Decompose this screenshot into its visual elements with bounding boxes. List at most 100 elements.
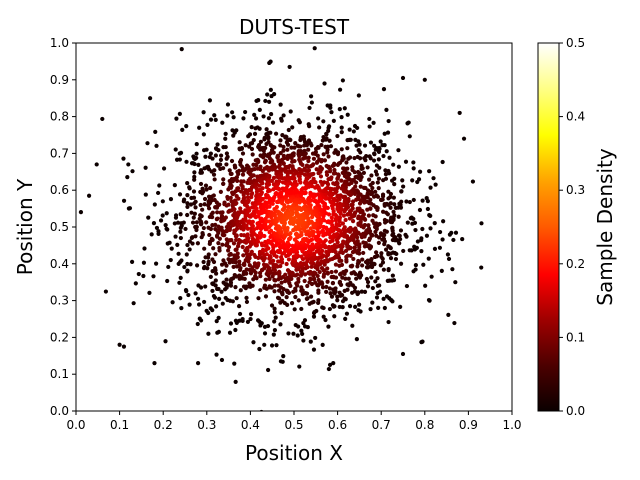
scatter-point — [154, 143, 159, 148]
scatter-point — [293, 294, 298, 300]
scatter-point — [231, 241, 237, 246]
scatter-point — [225, 102, 231, 107]
scatter-point — [179, 47, 184, 52]
scatter-point — [223, 136, 228, 141]
scatter-point — [190, 220, 196, 225]
scatter-point — [446, 312, 451, 317]
scatter-point — [339, 115, 344, 120]
scatter-point — [234, 175, 240, 180]
scatter-point — [253, 202, 259, 207]
scatter-point — [250, 223, 255, 229]
scatter-point — [316, 171, 321, 176]
scatter-point — [410, 178, 415, 183]
scatter-point — [375, 180, 380, 185]
x-tick-label: 0.5 — [284, 418, 303, 432]
scatter-point — [305, 296, 310, 301]
scatter-point — [333, 254, 339, 259]
scatter-point — [156, 190, 161, 196]
scatter-point — [206, 259, 211, 264]
scatter-point — [245, 195, 250, 200]
scatter-point — [269, 303, 275, 308]
scatter-point — [320, 182, 325, 187]
scatter-point — [229, 158, 235, 164]
scatter-point — [279, 280, 284, 285]
scatter-point — [232, 361, 237, 366]
scatter-point — [340, 221, 346, 226]
colorbar-axis: 0.0 0.1 0.2 0.3 0.4 0.5 — [559, 36, 585, 418]
colorbar-tick-label: 0.4 — [566, 110, 585, 124]
scatter-point — [182, 264, 187, 270]
scatter-point — [194, 155, 199, 161]
scatter-point — [309, 264, 314, 269]
scatter-point — [325, 279, 330, 284]
scatter-point — [392, 202, 397, 207]
scatter-point — [117, 342, 122, 347]
scatter-point — [297, 120, 302, 125]
scatter-point — [272, 310, 277, 315]
scatter-point — [380, 209, 386, 214]
scatter-point — [220, 301, 225, 306]
scatter-point — [208, 226, 214, 232]
scatter-point — [295, 214, 301, 219]
scatter-point — [266, 367, 271, 373]
scatter-point — [152, 202, 157, 207]
scatter-point — [220, 120, 225, 125]
scatter-point — [335, 133, 340, 139]
scatter-point — [354, 276, 359, 281]
scatter-point — [333, 286, 338, 291]
scatter-point — [326, 128, 331, 133]
scatter-point — [250, 219, 255, 224]
scatter-point — [178, 229, 183, 234]
scatter-point — [224, 156, 229, 161]
scatter-point — [143, 165, 148, 170]
scatter-point — [166, 264, 171, 270]
scatter-point — [253, 274, 258, 279]
scatter-point — [121, 344, 127, 349]
scatter-point — [333, 269, 339, 274]
scatter-point — [279, 311, 284, 316]
scatter-point — [224, 151, 229, 156]
scatter-point — [361, 185, 367, 190]
scatter-point — [197, 316, 202, 321]
scatter-point — [321, 119, 326, 124]
scatter-point — [284, 294, 289, 300]
scatter-point — [274, 204, 279, 210]
scatter-point — [250, 283, 255, 288]
scatter-point — [214, 352, 219, 357]
scatter-point — [289, 170, 294, 175]
scatter-point — [382, 217, 387, 223]
scatter-point — [185, 268, 190, 273]
scatter-point — [267, 204, 272, 209]
scatter-point — [328, 235, 333, 240]
scatter-point — [407, 248, 412, 253]
scatter-point — [278, 102, 283, 107]
scatter-point — [262, 283, 268, 288]
scatter-point — [178, 296, 183, 301]
scatter-point — [386, 189, 391, 194]
scatter-point — [222, 232, 227, 238]
scatter-point — [325, 150, 330, 155]
scatter-point — [286, 165, 291, 170]
scatter-point — [321, 253, 326, 258]
scatter-point — [344, 311, 350, 316]
scatter-point — [223, 215, 228, 220]
scatter-point — [241, 179, 246, 184]
scatter-point — [176, 251, 181, 256]
scatter-point — [350, 219, 356, 224]
scatter-point — [400, 178, 405, 183]
scatter-point — [291, 216, 296, 222]
scatter-point — [350, 199, 356, 204]
scatter-point — [379, 254, 384, 259]
colorbar-label: Sample Density — [593, 148, 617, 306]
scatter-point — [210, 214, 215, 220]
scatter-point — [208, 274, 213, 279]
scatter-point — [386, 319, 391, 325]
scatter-point — [319, 142, 324, 148]
scatter-point — [328, 257, 333, 262]
scatter-point — [289, 145, 294, 150]
scatter-point — [141, 273, 146, 279]
scatter-point — [383, 247, 389, 252]
scatter-point — [288, 137, 293, 143]
x-tick-label: 1.0 — [502, 418, 521, 432]
